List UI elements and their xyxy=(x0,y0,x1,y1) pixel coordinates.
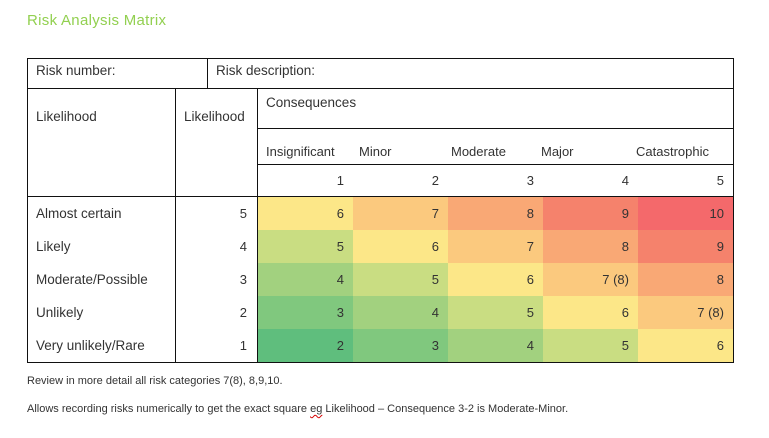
consequence-category-label: Moderate xyxy=(451,144,506,159)
matrix-row: Likely 4 5 6 7 8 9 xyxy=(28,230,733,263)
likelihood-value: 1 xyxy=(176,329,258,362)
risk-number-label: Risk number: xyxy=(36,63,116,78)
risk-score-cell: 6 xyxy=(543,296,638,329)
risk-score-cell: 6 xyxy=(638,329,733,362)
consequences-label: Consequences xyxy=(266,95,357,110)
spellcheck-flagged-word: eg xyxy=(310,403,323,415)
matrix-row: Moderate/Possible 3 4 5 6 7 (8) 8 xyxy=(28,263,733,296)
risk-score-cell: 9 xyxy=(638,230,733,263)
risk-score-cell: 6 xyxy=(258,197,353,230)
likelihood-row-label: Moderate/Possible xyxy=(28,263,176,296)
matrix-row: Very unlikely/Rare 1 2 3 4 5 6 xyxy=(28,329,733,362)
consequences-header-block: Consequences Insignificant Minor Moderate M… xyxy=(258,89,733,196)
risk-description-label: Risk description: xyxy=(216,63,316,78)
consequence-category-label: Catastrophic xyxy=(636,144,709,159)
table-header-row: Risk number: Risk description: xyxy=(28,59,733,89)
risk-score-cell: 3 xyxy=(258,296,353,329)
likelihood-value: 5 xyxy=(176,197,258,230)
likelihood-row-label: Likely xyxy=(28,230,176,263)
risk-score-cell: 6 xyxy=(353,230,448,263)
risk-score-cell: 5 xyxy=(543,329,638,362)
risk-score-cell: 8 xyxy=(638,263,733,296)
risk-score-cell: 4 xyxy=(353,296,448,329)
risk-score-cell: 7 xyxy=(448,230,543,263)
likelihood-value: 4 xyxy=(176,230,258,263)
likelihood-value: 2 xyxy=(176,296,258,329)
risk-score-cell: 10 xyxy=(638,197,733,230)
risk-score-cell: 8 xyxy=(448,197,543,230)
risk-score-cell: 7 (8) xyxy=(638,296,733,329)
consequence-category-label: Minor xyxy=(359,144,392,159)
risk-score-cell: 5 xyxy=(353,263,448,296)
risk-score-cell: 4 xyxy=(448,329,543,362)
likelihood-value: 3 xyxy=(176,263,258,296)
consequence-levels-row: 1 2 3 4 5 xyxy=(258,165,733,196)
risk-score-cell: 5 xyxy=(258,230,353,263)
matrix-row: Unlikely 2 3 4 5 6 7 (8) xyxy=(28,296,733,329)
risk-number-field[interactable]: Risk number: xyxy=(28,59,208,88)
consequences-title-cell: Consequences xyxy=(258,89,733,129)
matrix-header: Likelihood Likelihood Consequences Insig… xyxy=(28,89,733,197)
risk-score-cell: 7 (8) xyxy=(543,263,638,296)
likelihood-col-header-label: Likelihood xyxy=(184,109,245,124)
likelihood-row-header-label: Likelihood xyxy=(36,109,97,124)
risk-description-field[interactable]: Risk description: xyxy=(208,59,733,88)
note-review: Review in more detail all risk categorie… xyxy=(27,375,283,387)
consequence-categories-row: Insignificant Minor Moderate Major Catastrop… xyxy=(258,129,733,165)
risk-matrix-table: Risk number: Risk description: Likelihoo… xyxy=(27,58,734,363)
page-title: Risk Analysis Matrix xyxy=(27,12,167,29)
note-review-text: Review in more detail all risk categorie… xyxy=(27,375,283,387)
risk-score-cell: 5 xyxy=(448,296,543,329)
likelihood-row-label: Very unlikely/Rare xyxy=(28,329,176,362)
consequence-level-value: 3 xyxy=(526,173,534,188)
consequence-level-value: 5 xyxy=(716,173,724,188)
consequence-category-label: Insignificant xyxy=(266,144,335,159)
consequence-level-value: 2 xyxy=(431,173,439,188)
likelihood-row-label: Almost certain xyxy=(28,197,176,230)
risk-score-cell: 4 xyxy=(258,263,353,296)
risk-score-cell: 2 xyxy=(258,329,353,362)
consequence-level-value: 1 xyxy=(336,173,344,188)
risk-score-cell: 9 xyxy=(543,197,638,230)
risk-score-cell: 8 xyxy=(543,230,638,263)
consequence-level-value: 4 xyxy=(621,173,629,188)
note-recording-after: Likelihood – Consequence 3-2 is Moderate… xyxy=(322,403,569,415)
likelihood-scale-header-cell: Likelihood xyxy=(176,89,258,196)
risk-score-cell: 3 xyxy=(353,329,448,362)
consequence-category-label: Major xyxy=(541,144,574,159)
likelihood-header-cell: Likelihood xyxy=(28,89,176,196)
matrix-rows: Almost certain 5 6 7 8 9 10 Likely 4 5 6 7 8 9 Moderat… xyxy=(28,197,733,362)
likelihood-row-label: Unlikely xyxy=(28,296,176,329)
matrix-row: Almost certain 5 6 7 8 9 10 xyxy=(28,197,733,230)
risk-score-cell: 6 xyxy=(448,263,543,296)
note-recording: Allows recording risks numerically to ge… xyxy=(27,403,568,415)
note-recording-before: Allows recording risks numerically to ge… xyxy=(27,403,311,415)
risk-score-cell: 7 xyxy=(353,197,448,230)
